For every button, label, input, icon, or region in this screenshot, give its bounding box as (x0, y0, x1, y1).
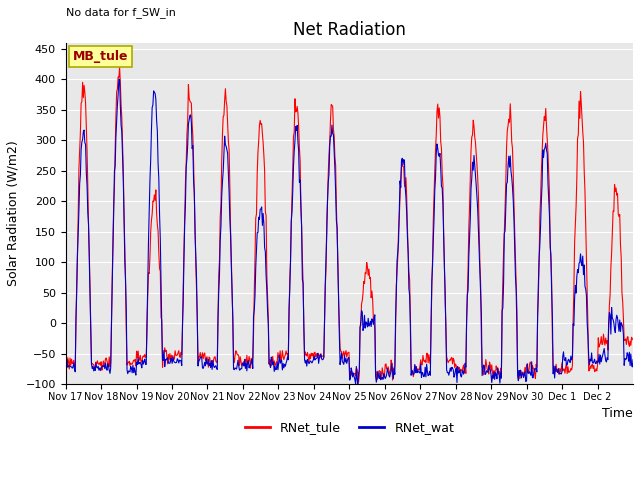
RNet_tule (355, 379, 362, 385)
RNet_wat (115, 76, 123, 82)
Y-axis label: Solar Radiation (W/m2): Solar Radiation (W/m2) (7, 141, 20, 286)
RNet_tule (234, 352, 241, 358)
Line: RNet_wat: RNet_wat (65, 79, 633, 384)
Title: Net Radiation: Net Radiation (293, 21, 406, 38)
RNet_wat (61, 367, 69, 372)
RNet_wat (410, 372, 417, 378)
Text: MB_tule: MB_tule (72, 50, 128, 63)
X-axis label: Time: Time (602, 407, 633, 420)
RNet_tule (262, 209, 269, 215)
RNet_wat (262, 249, 269, 255)
RNet_wat (129, 362, 137, 368)
RNet_wat (354, 381, 362, 387)
RNet_wat (283, 358, 291, 363)
RNet_wat (629, 357, 637, 362)
RNet_tule (283, 351, 291, 357)
RNet_tule (61, 358, 69, 364)
Text: No data for f_SW_in: No data for f_SW_in (65, 7, 175, 18)
Legend: RNet_tule, RNet_wat: RNet_tule, RNet_wat (239, 416, 459, 439)
RNet_tule (129, 360, 137, 365)
RNet_tule (442, 300, 449, 305)
RNet_wat (442, 288, 449, 294)
RNet_wat (234, 362, 241, 368)
RNet_tule (629, 337, 637, 343)
RNet_tule (410, 374, 417, 380)
Line: RNet_tule: RNet_tule (65, 67, 633, 382)
RNet_tule (116, 64, 124, 70)
